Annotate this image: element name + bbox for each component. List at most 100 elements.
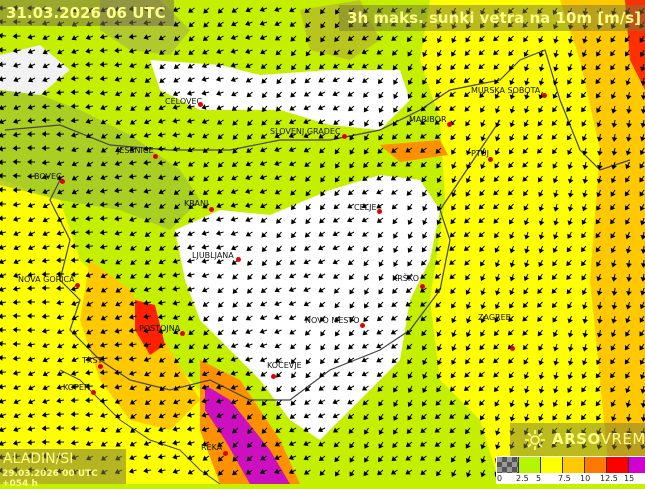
wind-arrow <box>0 258 7 265</box>
wind-arrow <box>509 217 514 225</box>
wind-arrow <box>407 63 413 71</box>
wind-arrow <box>172 468 181 474</box>
wind-arrow <box>595 399 601 407</box>
wind-arrow <box>538 203 545 212</box>
wind-arrow <box>451 35 457 44</box>
wind-arrow <box>611 259 617 268</box>
wind-arrow <box>363 161 369 168</box>
wind-arrow <box>56 230 65 236</box>
wind-arrow <box>479 189 485 196</box>
wind-arrow <box>378 245 384 253</box>
wind-arrow <box>70 425 79 432</box>
wind-arrow <box>86 301 94 307</box>
wind-arrow <box>582 175 589 184</box>
wind-arrow <box>231 7 239 13</box>
wind-arrow <box>274 287 282 293</box>
wind-arrow <box>56 328 65 335</box>
wind-arrow <box>391 35 398 41</box>
wind-arrow <box>405 329 413 335</box>
wind-arrow <box>435 399 442 406</box>
wind-arrow <box>335 315 340 323</box>
wind-arrow <box>595 245 601 253</box>
wind-arrow <box>232 119 239 126</box>
wind-arrow <box>27 216 36 223</box>
wind-arrow <box>420 259 427 266</box>
wind-arrow <box>0 104 7 111</box>
wind-arrow <box>319 63 326 70</box>
wind-arrow <box>259 468 268 475</box>
wind-arrow <box>393 413 399 421</box>
wind-arrow <box>361 49 369 55</box>
wind-arrow <box>479 35 485 42</box>
wind-arrow <box>13 62 21 68</box>
wind-arrow <box>201 244 210 250</box>
wind-arrow <box>260 371 268 377</box>
wind-arrow <box>128 159 137 166</box>
wind-arrow <box>626 105 632 114</box>
wind-arrow <box>566 119 572 126</box>
wind-arrow <box>0 412 7 419</box>
wind-arrow <box>537 287 543 294</box>
wind-arrow <box>215 398 224 404</box>
wind-arrow <box>407 371 413 379</box>
wind-arrow <box>566 91 572 99</box>
wind-arrow <box>407 231 414 240</box>
wind-arrow <box>27 271 36 278</box>
wind-arrow <box>143 342 152 348</box>
wind-arrow <box>217 161 224 168</box>
wind-arrow <box>536 147 543 154</box>
wind-arrow <box>56 384 65 390</box>
wind-arrow <box>509 413 516 422</box>
wind-arrow <box>158 35 166 41</box>
wind-arrow <box>41 131 50 137</box>
wind-arrow <box>610 329 617 338</box>
wind-arrow <box>288 132 297 139</box>
wind-arrow <box>334 175 340 183</box>
wind-arrow <box>377 147 384 154</box>
city-marker <box>180 331 185 336</box>
wind-arrow <box>610 91 617 100</box>
wind-arrow <box>143 118 152 125</box>
wind-arrow <box>247 105 253 112</box>
wind-arrow <box>523 119 529 127</box>
wind-arrow <box>144 63 152 69</box>
wind-arrow <box>85 342 94 349</box>
wind-arrow <box>407 385 414 394</box>
wind-arrow <box>393 385 399 393</box>
wind-arrow <box>610 385 616 393</box>
wind-arrow <box>114 314 123 321</box>
wind-arrow <box>159 399 166 405</box>
wind-arrow <box>0 369 7 376</box>
wind-arrow <box>172 104 181 110</box>
wind-arrow <box>567 203 574 212</box>
wind-arrow <box>260 301 268 307</box>
wind-arrow <box>509 385 515 393</box>
wind-arrow <box>99 33 108 40</box>
wind-arrow <box>275 273 282 279</box>
wind-arrow <box>230 216 239 222</box>
wind-arrow <box>261 119 268 126</box>
wind-arrow <box>232 273 239 280</box>
wind-arrow <box>639 329 645 337</box>
wind-arrow <box>202 189 210 196</box>
wind-arrow <box>362 231 369 237</box>
wind-arrow <box>289 21 297 27</box>
wind-arrow <box>232 427 239 434</box>
wind-arrow <box>187 146 195 153</box>
wind-arrow <box>610 175 617 184</box>
wind-arrow <box>363 315 369 323</box>
wind-arrow <box>12 158 21 165</box>
wind-arrow <box>509 91 516 100</box>
wind-arrow <box>626 119 633 128</box>
wind-arrow <box>0 200 7 207</box>
wind-arrow <box>274 441 282 447</box>
wind-arrow <box>334 133 340 140</box>
wind-arrow <box>129 133 137 139</box>
wind-arrow <box>553 217 559 226</box>
wind-arrow <box>317 258 326 265</box>
wind-arrow <box>203 343 210 350</box>
wind-arrow <box>552 147 558 155</box>
wind-arrow <box>377 231 384 238</box>
wind-arrow <box>639 315 645 323</box>
wind-arrow <box>420 105 427 112</box>
